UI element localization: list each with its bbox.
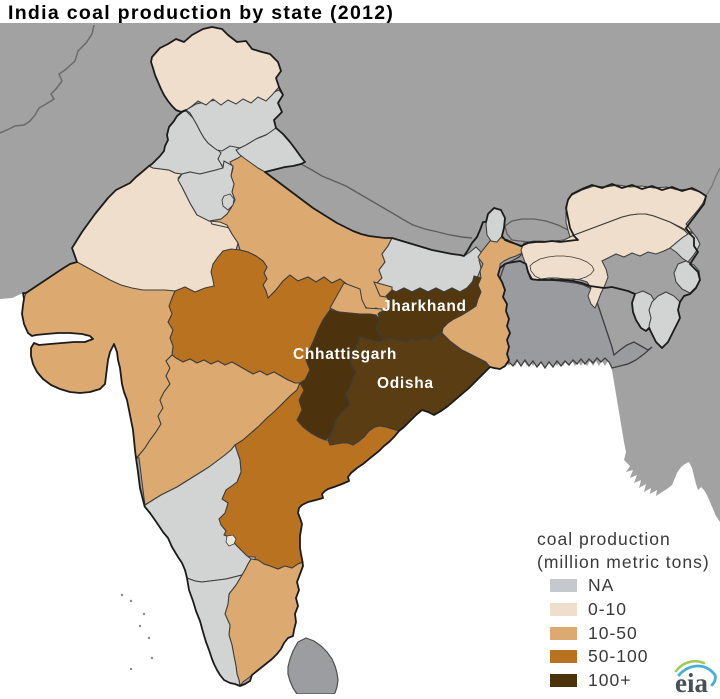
svg-text:India coal production by state: India coal production by state (2012) bbox=[8, 2, 394, 24]
svg-text:eia: eia bbox=[675, 668, 708, 694]
svg-text:(million metric tons): (million metric tons) bbox=[537, 552, 710, 572]
svg-text:50-100: 50-100 bbox=[588, 646, 649, 666]
svg-text:10-50: 10-50 bbox=[588, 623, 638, 643]
svg-text:Chhattisgarh: Chhattisgarh bbox=[293, 346, 397, 363]
svg-text:100+: 100+ bbox=[588, 670, 631, 690]
svg-text:coal production: coal production bbox=[537, 529, 671, 549]
svg-text:Jharkhand: Jharkhand bbox=[382, 298, 467, 315]
svg-text:NA: NA bbox=[588, 575, 614, 595]
svg-text:Odisha: Odisha bbox=[377, 375, 434, 392]
svg-text:0-10: 0-10 bbox=[588, 599, 627, 619]
